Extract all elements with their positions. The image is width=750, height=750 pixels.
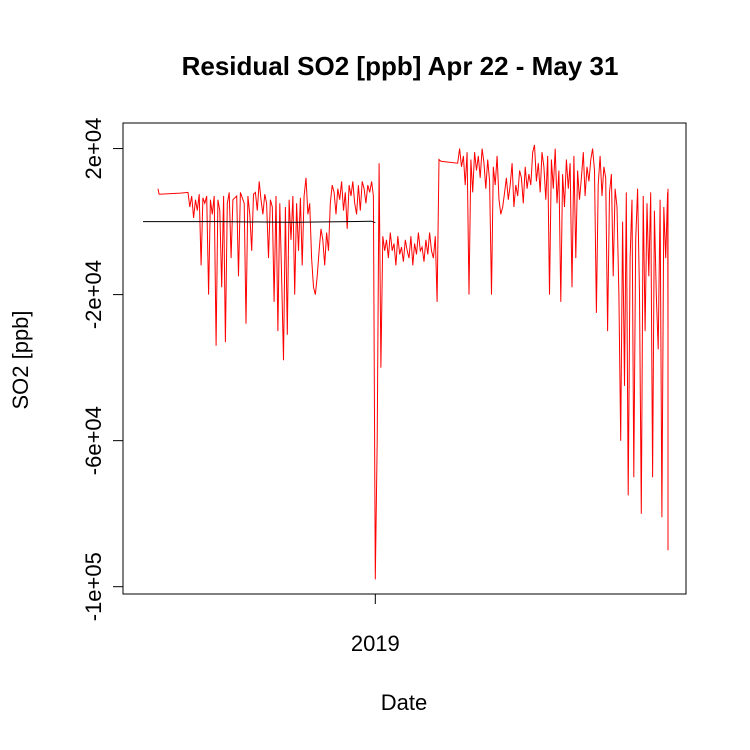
y-axis: 2e+04 -2e+04 -6e+04 -1e+05 [81, 118, 124, 621]
y-tick-label: -1e+05 [81, 552, 106, 621]
y-tick-label: -2e+04 [81, 260, 106, 329]
x-axis: 2019 [351, 594, 400, 656]
y-tick-label: 2e+04 [81, 118, 106, 180]
baseline-series-line [143, 220, 376, 224]
y-axis-label: SO2 [ppb] [8, 310, 33, 409]
residual-series-line [157, 144, 669, 580]
y-tick-label: -6e+04 [81, 406, 106, 475]
series-layer [143, 144, 669, 580]
chart-title: Residual SO2 [ppb] Apr 22 - May 31 [182, 51, 619, 81]
x-tick-label: 2019 [351, 631, 400, 656]
x-axis-label: Date [381, 690, 427, 715]
